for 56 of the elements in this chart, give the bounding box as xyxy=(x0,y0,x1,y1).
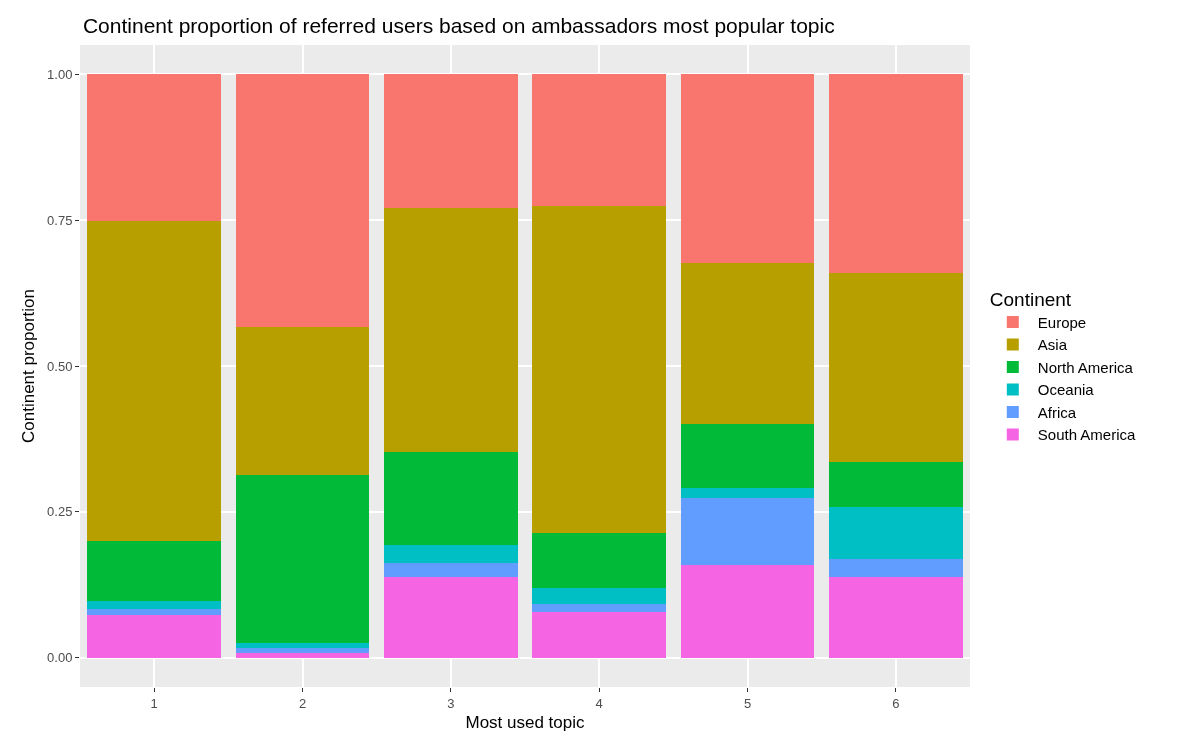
x-tick-label: 5 xyxy=(743,695,752,711)
bar xyxy=(235,648,370,653)
y-tick-label: 0.25 xyxy=(47,504,73,520)
bar xyxy=(829,507,963,560)
bar xyxy=(235,74,370,328)
bar xyxy=(532,206,666,533)
bar xyxy=(235,652,370,658)
bar xyxy=(829,559,963,578)
bar xyxy=(829,577,963,658)
bar xyxy=(384,545,518,564)
bar xyxy=(680,423,815,488)
bar xyxy=(384,577,518,658)
bar xyxy=(87,220,221,541)
legend-label: South America xyxy=(1037,426,1137,444)
bar xyxy=(680,497,815,566)
x-tick-label: 1 xyxy=(150,695,158,711)
bar xyxy=(829,74,963,274)
bar xyxy=(532,532,666,588)
x-tick-label: 4 xyxy=(595,695,603,711)
y-tick-label: 1.00 xyxy=(47,66,73,82)
y-tick-label: 0.50 xyxy=(47,358,73,374)
bar xyxy=(384,563,518,578)
legend-label: Asia xyxy=(1037,336,1068,354)
bar xyxy=(384,452,518,546)
x-tick-label: 6 xyxy=(892,695,900,711)
bar xyxy=(532,74,666,207)
bar xyxy=(829,461,963,508)
bar xyxy=(384,207,518,453)
bar xyxy=(384,74,518,208)
bar xyxy=(235,327,370,476)
bar xyxy=(680,263,815,424)
bar xyxy=(87,614,221,658)
x-tick-label: 2 xyxy=(298,695,307,711)
legend-label: Africa xyxy=(1037,403,1077,421)
legend-title: Continent xyxy=(989,288,1072,310)
chart-title: Continent proportion of referred users based on ambassadors most popular topic xyxy=(82,14,835,38)
bar xyxy=(87,608,221,615)
y-tick-label: 0.75 xyxy=(47,212,73,228)
y-axis-title: Continent proportion xyxy=(18,288,38,444)
bar xyxy=(829,273,963,462)
y-tick-label: 0.00 xyxy=(47,650,73,666)
bar xyxy=(532,587,666,605)
legend-label: Europe xyxy=(1037,313,1087,331)
x-axis-title: Most used topic xyxy=(465,713,586,732)
bar xyxy=(87,74,221,221)
bar xyxy=(680,74,815,264)
bar xyxy=(87,601,221,609)
legend-label: North America xyxy=(1037,358,1134,376)
bar xyxy=(235,475,370,643)
bar xyxy=(87,540,221,602)
bar xyxy=(680,487,815,498)
x-tick-label: 3 xyxy=(447,695,455,711)
bar xyxy=(532,611,666,658)
legend-label: Oceania xyxy=(1037,381,1095,399)
bar xyxy=(680,565,815,658)
bar xyxy=(532,604,666,612)
